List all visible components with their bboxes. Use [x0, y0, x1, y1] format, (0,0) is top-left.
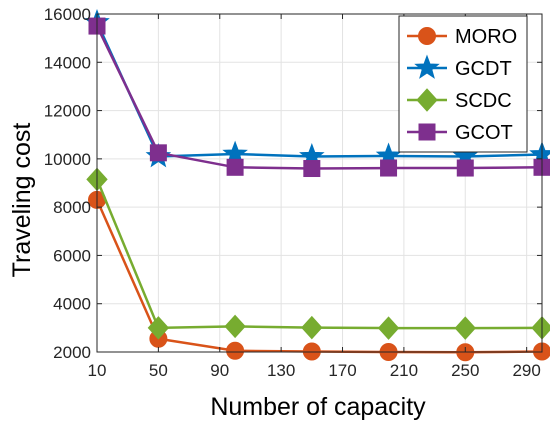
x-tick-label: 130	[267, 361, 295, 380]
y-tick-label: 14000	[44, 53, 91, 72]
legend-marker-gcot	[418, 123, 436, 141]
y-axis-label: Traveling cost	[8, 123, 36, 278]
legend-label: GCOT	[455, 122, 513, 144]
series-line-scdc	[95, 178, 543, 330]
legend-label: GCDT	[455, 58, 512, 80]
legend-label: MORO	[455, 26, 517, 48]
y-tick-label: 12000	[44, 102, 91, 121]
x-axis-label: Number of capacity	[210, 393, 426, 421]
y-tick-label: 2000	[53, 343, 91, 362]
x-tick-label: 170	[328, 361, 356, 380]
tick-labels: 2000 4000 6000 8000 10000 12000 14000 16000 10 50…	[44, 5, 542, 380]
data-point-scdc	[454, 316, 476, 340]
legend-label: SCDC	[455, 90, 512, 112]
plot-frame	[96, 13, 543, 353]
data-point-scdc	[531, 316, 550, 340]
data-point-gcot	[149, 144, 167, 162]
x-tick-label: 290	[512, 361, 540, 380]
data-point-scdc	[377, 316, 400, 340]
x-tick-label: 10	[88, 361, 107, 380]
x-tick-label: 50	[149, 361, 168, 380]
data-point-scdc	[147, 316, 170, 340]
series-scdc	[86, 167, 550, 340]
y-tick-label: 4000	[53, 295, 91, 314]
y-tick-label: 16000	[44, 5, 91, 24]
x-tick-label: 250	[451, 361, 479, 380]
data-point-gcot	[303, 160, 321, 178]
data-point-scdc	[224, 314, 246, 339]
data-point-moro	[226, 341, 245, 360]
legend: MORO GCDT SCDC GCOT	[398, 15, 528, 153]
data-point-scdc	[301, 315, 323, 340]
x-tick-label: 210	[390, 361, 418, 380]
y-tick-label: 8000	[53, 198, 91, 217]
data-point-gcot	[380, 159, 398, 177]
x-tick-label: 90	[210, 361, 229, 380]
data-point-gcot	[226, 158, 244, 176]
legend-marker-moro	[418, 27, 436, 45]
y-tick-label: 6000	[53, 246, 91, 265]
legend-marker-scdc	[416, 88, 438, 112]
data-point-gcot	[456, 159, 474, 177]
grid	[96, 13, 542, 353]
legend-marker-gcdt	[414, 54, 440, 79]
y-tick-label: 10000	[44, 150, 91, 169]
